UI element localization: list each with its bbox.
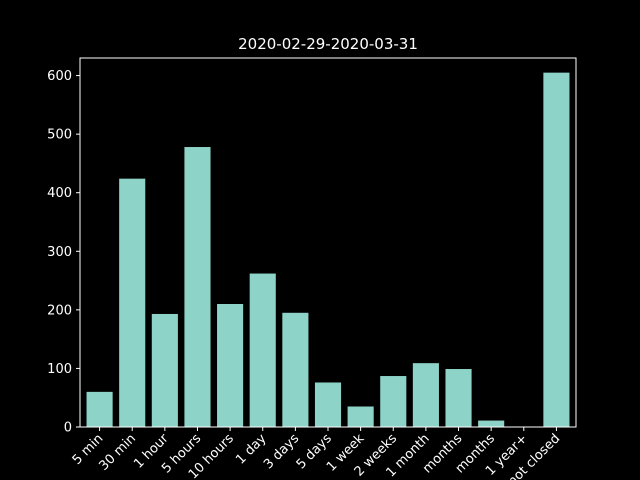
y-tick-label-3: 300	[47, 245, 72, 260]
y-tick-label-0: 0	[64, 421, 72, 436]
bar-2	[151, 313, 178, 427]
y-tick-label-6: 600	[47, 69, 72, 84]
bar-3	[184, 147, 211, 427]
x-tick-label-6: 3 days	[261, 431, 302, 472]
bar-6	[282, 312, 309, 427]
x-tick-label-1: 30 min	[96, 431, 139, 474]
y-axis-ticks: 0 100 200 300 400 500 600	[47, 69, 80, 436]
y-tick-label-1: 100	[47, 362, 72, 377]
bar-1	[119, 178, 146, 427]
y-tick-label-5: 500	[47, 128, 72, 143]
bar-0	[86, 391, 113, 427]
bar-7	[314, 382, 342, 427]
bar-8	[347, 406, 374, 427]
y-tick-label-2: 200	[47, 303, 72, 318]
chart-title: 2020-02-29-2020-03-31	[238, 35, 418, 53]
bar-5	[249, 273, 276, 427]
bar-10	[412, 363, 439, 427]
bar-11	[445, 369, 472, 427]
bar-4	[217, 304, 244, 427]
bars-group	[86, 72, 570, 427]
bar-12	[478, 420, 505, 427]
bar-14	[543, 72, 570, 427]
bar-9	[380, 376, 407, 427]
y-tick-label-4: 400	[47, 186, 72, 201]
